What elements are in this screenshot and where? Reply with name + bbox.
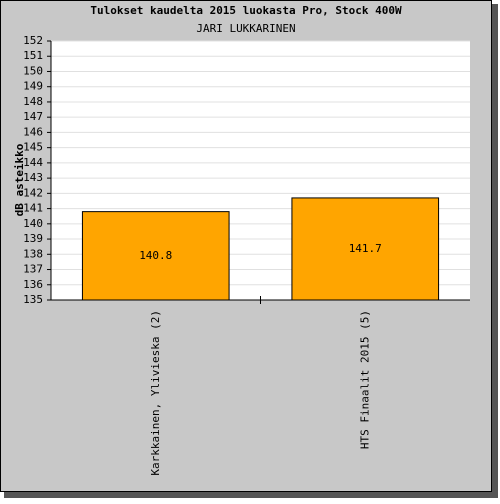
y-tick-label: 147	[23, 110, 43, 123]
y-tick-label: 142	[23, 186, 43, 199]
y-tick-label: 150	[23, 64, 43, 77]
chart-title: Tulokset kaudelta 2015 luokasta Pro, Sto…	[90, 4, 402, 17]
y-tick-label: 149	[23, 80, 43, 93]
bar	[81, 211, 230, 301]
x-tick-label: HTS Finaalit 2015 (5)	[358, 310, 371, 449]
y-tick-label: 146	[23, 125, 43, 138]
y-tick-label: 136	[23, 278, 43, 291]
y-tick-label: 138	[23, 247, 43, 260]
y-tick-label: 144	[23, 156, 43, 169]
y-tick-label: 141	[23, 202, 43, 215]
y-tick-label: 151	[23, 49, 43, 62]
y-tick-label: 152	[23, 34, 43, 47]
y-tick-label: 145	[23, 141, 43, 154]
y-tick-label: 137	[23, 263, 43, 276]
x-tick-label: Karkkainen, Ylivieska (2)	[149, 310, 162, 476]
y-tick-label: 135	[23, 293, 43, 306]
y-axis-label: dB asteikko	[13, 143, 26, 216]
value-label: 141.7	[349, 242, 382, 255]
chart-subtitle: JARI LUKKARINEN	[196, 22, 295, 35]
value-label: 140.8	[139, 249, 172, 262]
y-tick-label: 139	[23, 232, 43, 245]
bar	[291, 197, 440, 301]
y-tick-label: 148	[23, 95, 43, 108]
y-tick-label: 143	[23, 171, 43, 184]
y-tick-label: 140	[23, 217, 43, 230]
